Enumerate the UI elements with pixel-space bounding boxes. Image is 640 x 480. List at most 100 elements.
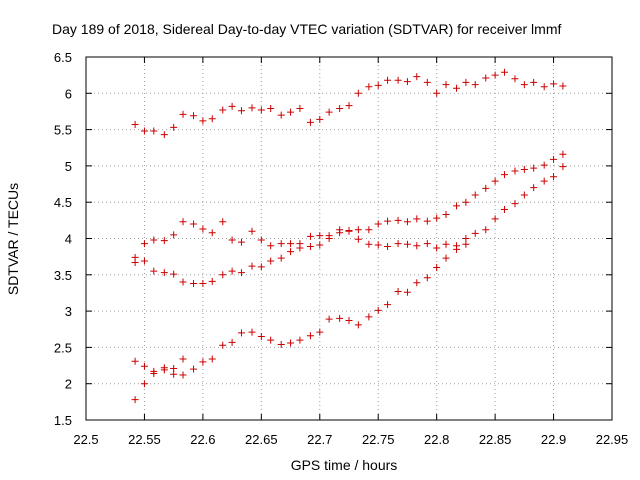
data-point	[354, 321, 362, 329]
chart-title: Day 189 of 2018, Sidereal Day-to-day VTE…	[52, 21, 561, 37]
data-points	[131, 68, 567, 404]
data-point	[140, 380, 148, 388]
data-point	[199, 117, 207, 125]
data-point	[471, 81, 479, 89]
data-point	[179, 278, 187, 286]
y-tick-label: 2.5	[54, 340, 72, 355]
data-point	[433, 264, 441, 272]
data-point	[374, 220, 382, 228]
x-tick-label: 22.6	[190, 432, 215, 447]
data-point	[336, 314, 344, 322]
data-point	[559, 150, 567, 158]
data-point	[413, 242, 421, 250]
data-point	[248, 328, 256, 336]
data-point	[257, 106, 265, 114]
data-point	[462, 198, 470, 206]
data-point	[559, 82, 567, 90]
data-point	[277, 340, 285, 348]
data-point	[442, 211, 450, 219]
data-point	[131, 121, 139, 129]
data-point	[442, 254, 450, 262]
data-point	[267, 336, 275, 344]
data-point	[413, 215, 421, 223]
data-point	[287, 339, 295, 347]
series-top	[131, 68, 567, 139]
data-point	[199, 280, 207, 288]
data-point	[131, 258, 139, 266]
data-point	[316, 115, 324, 123]
data-point	[423, 240, 431, 248]
x-tick-label: 22.95	[596, 432, 629, 447]
data-point	[179, 110, 187, 118]
data-point	[190, 220, 198, 228]
data-point	[325, 235, 333, 242]
data-point	[190, 280, 198, 288]
y-axis-ticks: 1.5 2 2.5 3 3.5 4 4.5 5 5.5 6 6.5	[54, 50, 612, 428]
data-point	[471, 229, 479, 237]
data-point	[287, 248, 295, 256]
data-point	[190, 112, 198, 120]
data-point	[374, 241, 382, 249]
data-point	[520, 166, 528, 174]
data-point	[248, 227, 256, 235]
series-middle	[131, 150, 567, 288]
data-point	[530, 184, 538, 192]
data-point	[131, 396, 139, 404]
y-tick-label: 3.5	[54, 268, 72, 283]
data-point	[267, 242, 275, 250]
data-point	[336, 229, 344, 237]
data-point	[453, 245, 461, 253]
data-point	[530, 78, 538, 86]
data-point	[228, 236, 236, 244]
data-point	[354, 89, 362, 97]
data-point	[160, 269, 168, 277]
data-point	[491, 215, 499, 223]
x-tick-label: 22.55	[128, 432, 161, 447]
data-point	[453, 202, 461, 210]
data-point	[208, 355, 216, 363]
data-point	[374, 306, 382, 314]
data-point	[237, 269, 245, 277]
y-tick-label: 5.5	[54, 123, 72, 138]
x-tick-label: 22.75	[362, 432, 395, 447]
data-point	[160, 131, 168, 139]
data-point	[267, 257, 275, 265]
data-point	[413, 73, 421, 81]
data-point	[237, 238, 245, 246]
data-point	[423, 274, 431, 282]
data-point	[453, 84, 461, 92]
data-point	[403, 288, 411, 296]
data-point	[316, 328, 324, 336]
data-point	[394, 287, 402, 295]
data-point	[423, 78, 431, 86]
data-point	[403, 218, 411, 226]
data-point	[306, 232, 314, 240]
data-point	[219, 271, 227, 279]
data-point	[384, 301, 392, 309]
data-point	[500, 68, 508, 76]
data-point	[277, 240, 285, 248]
data-point	[199, 358, 207, 366]
data-point	[131, 357, 139, 365]
data-point	[462, 235, 470, 242]
x-tick-label: 22.65	[245, 432, 278, 447]
data-point	[354, 235, 362, 243]
data-point	[462, 78, 470, 86]
data-point	[140, 127, 148, 135]
data-point	[140, 240, 148, 248]
data-point	[306, 118, 314, 126]
data-point	[160, 366, 168, 374]
data-point	[150, 267, 158, 275]
data-point	[423, 217, 431, 225]
data-point	[500, 205, 508, 213]
data-point	[482, 226, 490, 234]
x-tick-label: 22.8	[424, 432, 449, 447]
data-point	[336, 105, 344, 113]
data-point	[384, 217, 392, 225]
y-tick-label: 5	[65, 159, 72, 174]
data-point	[413, 279, 421, 287]
data-point	[433, 244, 441, 252]
data-point	[160, 237, 168, 245]
data-point	[530, 164, 538, 172]
